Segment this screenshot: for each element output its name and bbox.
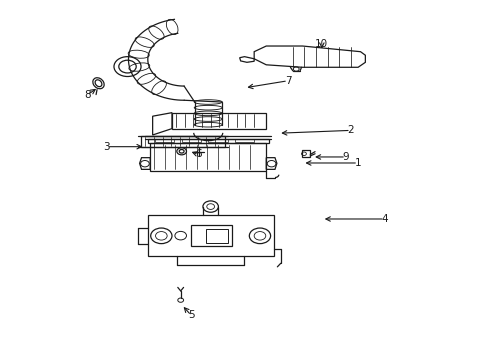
Bar: [208, 139, 227, 142]
Bar: [181, 139, 201, 142]
Text: 6: 6: [195, 149, 202, 159]
Text: 2: 2: [347, 125, 353, 135]
Text: 9: 9: [342, 152, 348, 162]
Bar: [155, 139, 174, 142]
Bar: [301, 150, 309, 157]
Bar: [205, 229, 227, 243]
Bar: [140, 136, 224, 147]
Bar: [147, 215, 273, 256]
Text: 7: 7: [284, 76, 291, 86]
Bar: [172, 113, 265, 129]
Bar: [150, 143, 265, 171]
Text: 10: 10: [315, 39, 328, 49]
Bar: [234, 139, 254, 142]
Bar: [191, 225, 232, 246]
Text: 1: 1: [354, 158, 361, 168]
Text: 4: 4: [381, 214, 387, 224]
Bar: [147, 139, 268, 143]
Text: 5: 5: [187, 310, 194, 320]
Text: 8: 8: [84, 90, 90, 100]
Text: 3: 3: [103, 142, 110, 152]
